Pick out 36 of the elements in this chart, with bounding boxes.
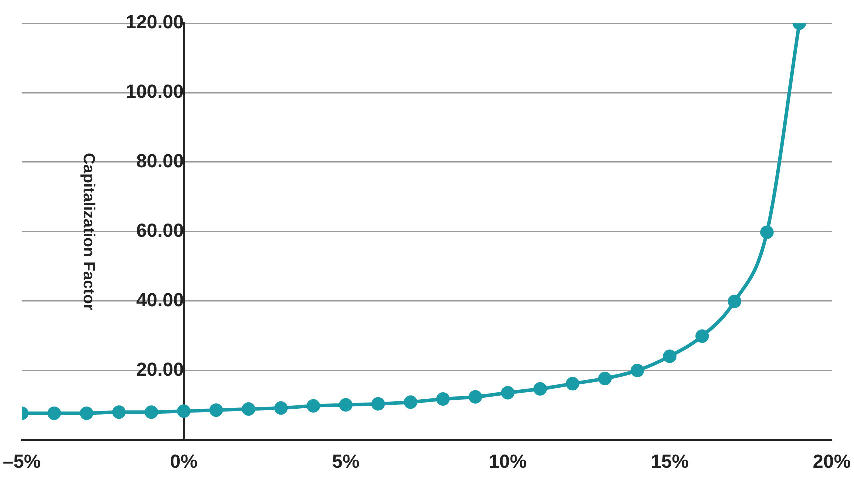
point — [112, 406, 126, 420]
point — [177, 404, 191, 418]
y-tick-label: 100.00 — [126, 82, 184, 104]
point — [501, 386, 515, 400]
point — [404, 396, 418, 410]
y-tick-label: 60.00 — [136, 221, 184, 242]
point — [598, 372, 612, 386]
point — [663, 350, 677, 364]
point — [696, 330, 710, 344]
x-tick-label: 20% — [812, 452, 852, 473]
y-tick-label: 80.00 — [136, 152, 184, 173]
point — [760, 226, 774, 240]
point — [372, 397, 386, 411]
point — [144, 406, 158, 420]
point — [274, 401, 288, 415]
x-tick-label: 15% — [650, 452, 690, 473]
point — [48, 406, 62, 420]
point — [728, 294, 742, 308]
y-tick-label: 20.00 — [136, 360, 184, 381]
y-axis-title: Capitalization Factor — [80, 153, 97, 310]
x-tick-label: 10% — [488, 452, 528, 473]
point — [210, 404, 224, 418]
x-tick-label: –5% — [3, 452, 42, 473]
point — [534, 382, 548, 396]
point — [339, 398, 353, 412]
x-tick-label: 5% — [332, 452, 360, 473]
point — [468, 390, 482, 404]
y-tick-label: 120.00 — [126, 12, 184, 34]
point — [630, 364, 644, 378]
x-tick-label: 0% — [170, 452, 198, 473]
point — [306, 399, 320, 413]
point — [566, 377, 580, 391]
y-tick-label: 40.00 — [136, 290, 184, 312]
point — [80, 406, 94, 420]
point — [242, 402, 256, 416]
point — [436, 392, 450, 406]
